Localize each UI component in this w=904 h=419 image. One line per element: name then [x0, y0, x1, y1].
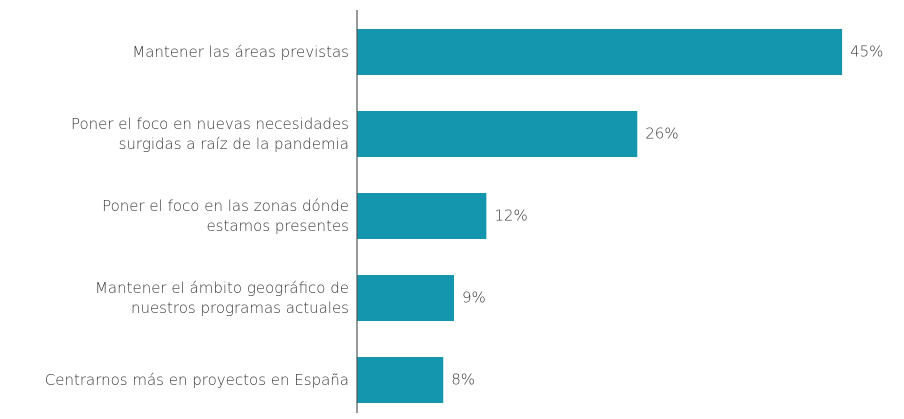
value-label: 12% [494, 207, 527, 225]
bar [357, 275, 455, 321]
bar [357, 357, 444, 403]
category-label: Mantener el ámbito geográfico de nuestros… [95, 279, 349, 317]
category-label: Poner el foco en nuevas necesidades surgi… [71, 115, 349, 153]
category-label: Mantener las áreas previstas [132, 43, 349, 61]
category-label: Centrarnos más en proyectos en España [45, 371, 349, 389]
bar [357, 29, 843, 75]
bar [357, 193, 487, 239]
value-label: 8% [451, 371, 475, 389]
value-label: 26% [645, 125, 678, 143]
bar [357, 111, 638, 157]
value-label: 45% [850, 43, 883, 61]
value-label: 9% [462, 289, 486, 307]
category-label: Poner el foco en las zonas dónde estamos … [102, 197, 349, 235]
